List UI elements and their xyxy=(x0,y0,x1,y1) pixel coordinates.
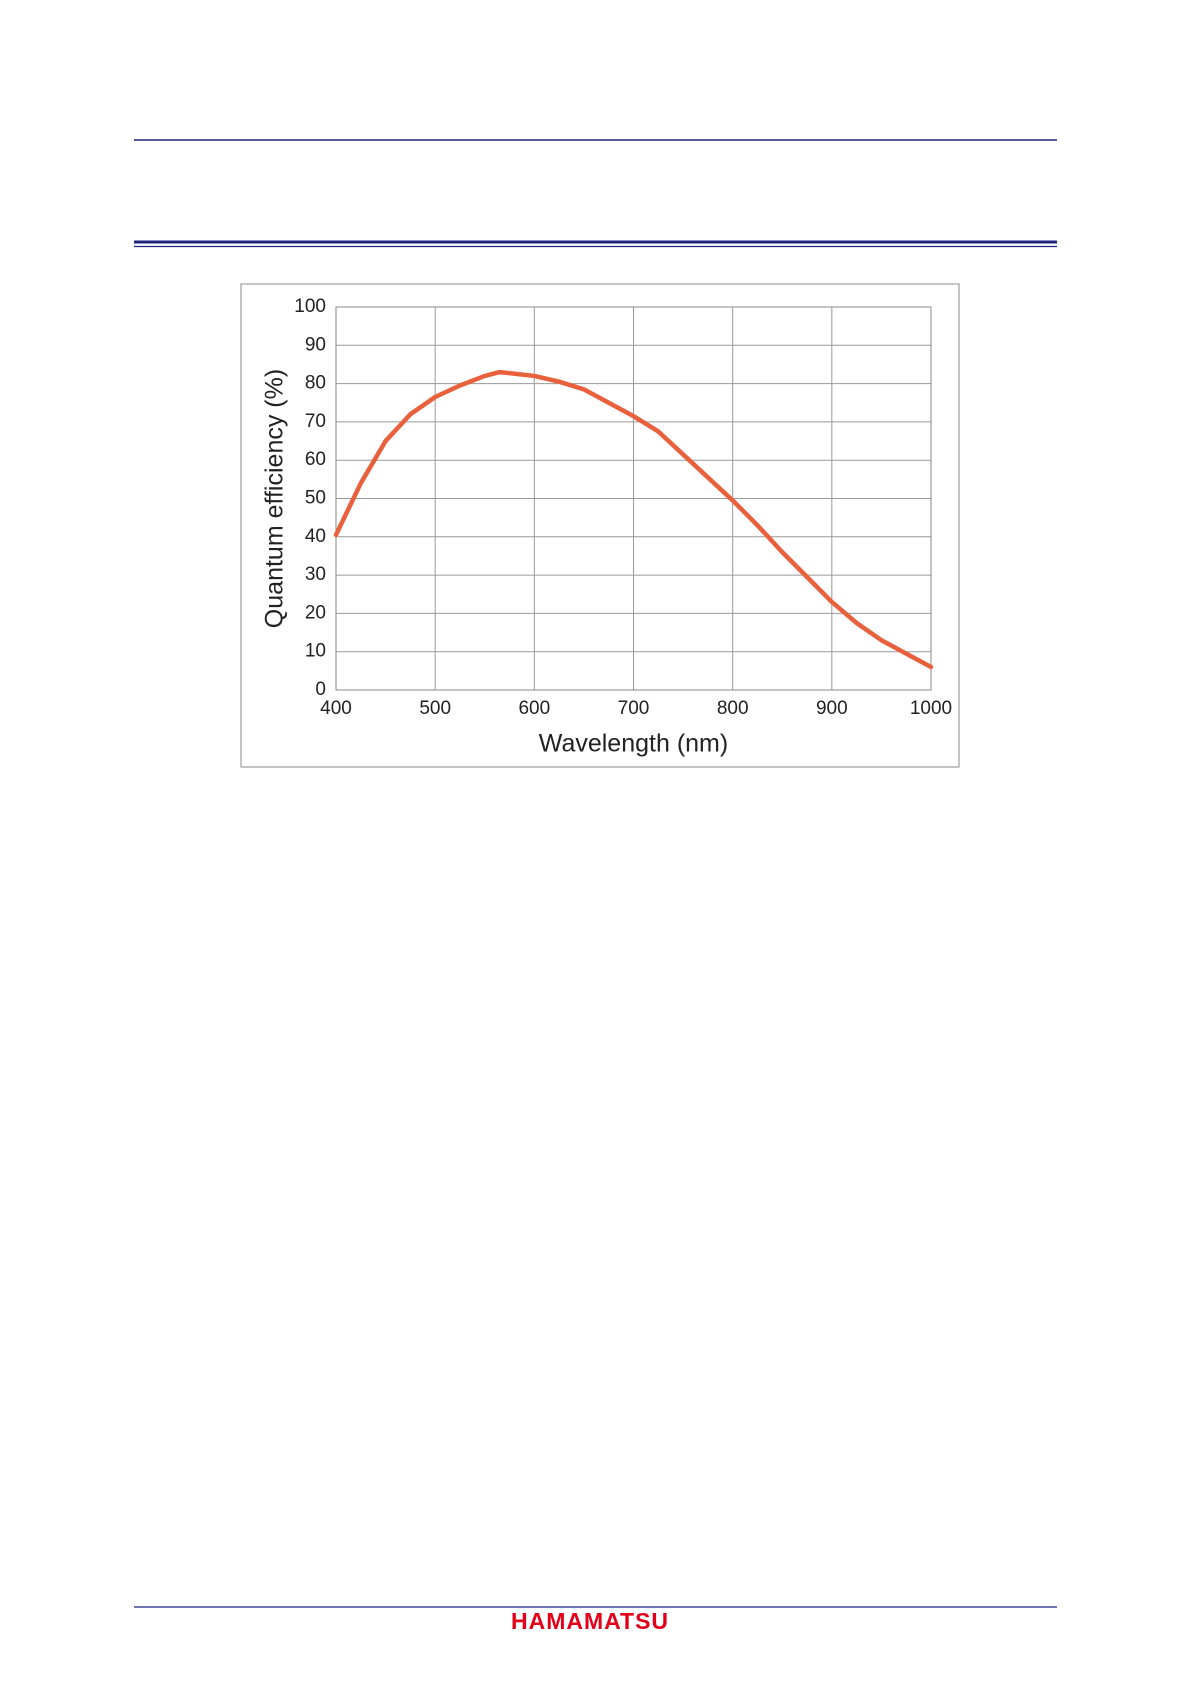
y-tick-label: 80 xyxy=(305,373,326,394)
data-line xyxy=(333,369,934,670)
x-axis-label: Wavelength (nm) xyxy=(539,730,728,758)
y-tick-label: 30 xyxy=(305,564,326,585)
chart: 0 10 20 30 40 50 60 70 80 90 100 400 500 600 700 800 900… xyxy=(261,296,953,719)
footer-logo: HAMAMATSU xyxy=(511,1608,669,1634)
y-tick-label: 100 xyxy=(294,296,326,317)
y-tick-label: 50 xyxy=(305,488,326,509)
x-tick-label: 900 xyxy=(816,698,848,719)
x-tick-label: 1000 xyxy=(910,698,952,719)
plot-area xyxy=(335,306,932,691)
x-tick-label: 500 xyxy=(419,698,451,719)
y-tick-label: 10 xyxy=(305,641,326,662)
x-tick-label: 400 xyxy=(320,698,352,719)
x-tick-label: 600 xyxy=(518,698,550,719)
x-tick-label: 700 xyxy=(618,698,650,719)
y-tick-label: 90 xyxy=(305,334,326,355)
y-tick-label: 40 xyxy=(305,526,326,547)
y-axis-label: Quantum efficiency (%) xyxy=(261,369,289,628)
y-tick-label: 60 xyxy=(305,449,326,470)
y-tick-label: 70 xyxy=(305,411,326,432)
x-tick-label: 800 xyxy=(717,698,749,719)
chart-frame xyxy=(240,283,960,768)
y-tick-label: 0 xyxy=(315,679,326,700)
y-tick-label: 20 xyxy=(305,602,326,623)
